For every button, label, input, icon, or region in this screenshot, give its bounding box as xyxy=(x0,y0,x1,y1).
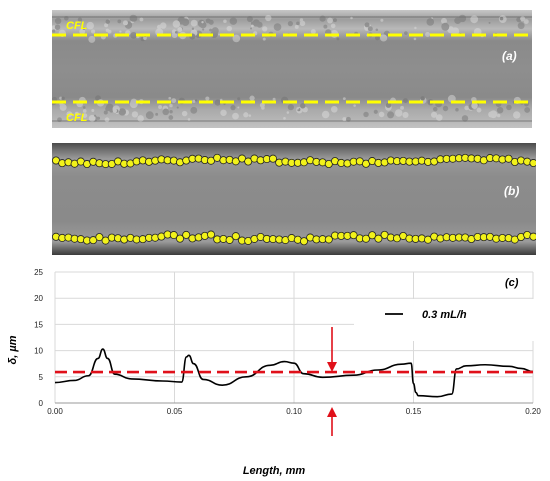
x-tick-label: 0.05 xyxy=(167,407,183,416)
x-tick-label: 0.15 xyxy=(406,407,422,416)
y-tick-label: 0 xyxy=(39,399,44,408)
boundary-marker-top xyxy=(529,159,536,168)
boundary-marker-bottom xyxy=(423,235,432,244)
boundary-marker-bottom xyxy=(176,234,185,243)
boundary-markers xyxy=(52,153,536,246)
boundary-marker-bottom xyxy=(374,234,383,243)
boundary-marker-top xyxy=(268,154,277,163)
y-tick-label: 20 xyxy=(34,294,43,303)
legend-label: 0.3 mL/h xyxy=(422,309,467,321)
image-panel-b: (b) xyxy=(52,143,536,255)
x-tick-label: 0.20 xyxy=(525,407,541,416)
x-axis-label: Length, mm xyxy=(243,465,306,477)
cfl-bottom-label: CFL xyxy=(66,112,88,124)
image-panel-a: CFL CFL (a) xyxy=(52,10,532,128)
y-tick-label: 25 xyxy=(34,268,43,277)
boundary-marker-bottom xyxy=(169,231,178,240)
chart-panel-c: 0 5 10 15 20 25 0.00 0.05 0.10 0.15 0.20 0.3 mL/h … xyxy=(0,262,550,481)
boundary-marker-bottom xyxy=(206,230,215,239)
legend-box xyxy=(354,299,534,341)
boundary-marker-bottom xyxy=(361,234,370,243)
boundary-marker-bottom xyxy=(349,231,358,240)
arrow-up-head xyxy=(327,407,337,417)
panel-a-label: (a) xyxy=(502,49,517,63)
x-tick-label: 0.00 xyxy=(47,407,63,416)
boundary-marker-bottom xyxy=(368,231,377,240)
thickness-arrows xyxy=(327,327,337,436)
y-tick-label: 15 xyxy=(34,320,43,329)
boundary-marker-bottom xyxy=(231,232,240,241)
boundary-marker-bottom xyxy=(89,236,98,245)
channel-image-b: (b) xyxy=(52,143,536,255)
panel-c-label: (c) xyxy=(505,277,519,289)
boundary-marker-bottom xyxy=(182,230,191,239)
boundary-marker-bottom xyxy=(324,235,333,244)
boundary-marker-bottom xyxy=(299,237,308,246)
panel-b-label: (b) xyxy=(504,184,519,198)
chart-series xyxy=(54,348,534,398)
boundary-marker-bottom xyxy=(529,232,536,241)
arrow-down-head xyxy=(327,362,337,372)
boundary-marker-bottom xyxy=(225,235,234,244)
series-line-0 xyxy=(54,348,534,398)
y-tick-label: 10 xyxy=(34,347,43,356)
boundary-marker-top xyxy=(504,154,513,163)
boundary-marker-bottom xyxy=(95,233,104,242)
channel-image-a: CFL CFL (a) xyxy=(52,10,532,128)
x-tick-label: 0.10 xyxy=(286,407,302,416)
y-tick-label: 5 xyxy=(39,373,44,382)
chart-ticks: 0 5 10 15 20 25 0.00 0.05 0.10 0.15 0.20 xyxy=(34,268,541,416)
y-axis-label: δ, µm xyxy=(7,335,19,364)
cfl-top-label: CFL xyxy=(66,20,88,32)
